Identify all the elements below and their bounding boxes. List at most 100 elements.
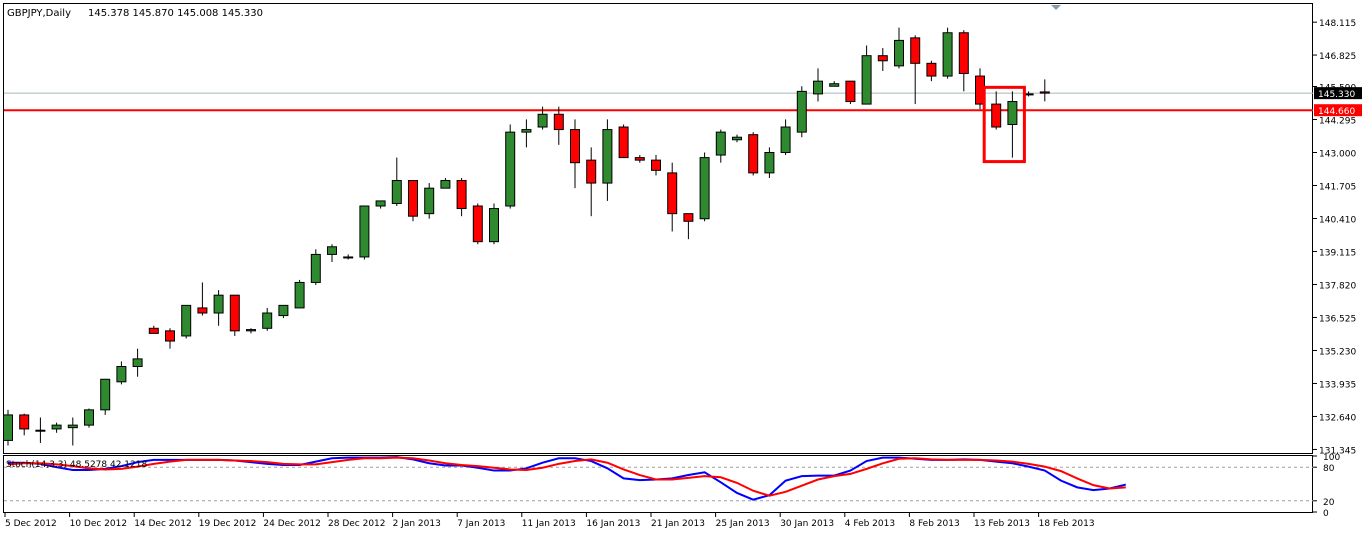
time-tick-label: 10 Dec 2012	[70, 519, 128, 529]
level-price-tag-label: 144.660	[1318, 107, 1355, 117]
bull-candle	[715, 131, 726, 156]
bear-candle	[19, 414, 30, 430]
bear-candle	[229, 294, 240, 332]
bull-candle	[796, 90, 807, 133]
price-tick-label: 135.230	[1319, 347, 1356, 357]
bear-candle	[1039, 91, 1050, 94]
time-tick-label: 14 Dec 2012	[134, 519, 192, 529]
bear-candle	[570, 129, 580, 164]
bear-candle	[618, 126, 629, 159]
bear-candle	[877, 55, 888, 62]
bear-candle	[472, 205, 483, 243]
bull-candle	[67, 424, 78, 429]
symbol-label: GBPJPY,Daily	[7, 8, 71, 19]
price-tick-label: 137.820	[1319, 281, 1356, 291]
time-tick-label: 30 Jan 2013	[780, 519, 834, 529]
bear-candle	[667, 172, 678, 215]
stoch-tick-label: 100	[1323, 453, 1340, 463]
bear-candle	[165, 330, 175, 342]
bull-candle	[1007, 101, 1018, 125]
bear-candle	[991, 103, 1002, 128]
bull-candle	[35, 429, 46, 432]
bull-candle	[246, 329, 256, 332]
price-tick-label: 136.525	[1319, 314, 1356, 324]
bull-candle	[343, 256, 354, 259]
time-tick-label: 7 Jan 2013	[457, 519, 505, 529]
price-tick-label: 143.000	[1319, 150, 1356, 160]
time-tick-label: 16 Jan 2013	[586, 519, 640, 529]
time-tick-label: 11 Jan 2013	[522, 519, 576, 529]
time-tick-label: 28 Dec 2012	[328, 519, 386, 529]
bull-candle	[521, 129, 532, 133]
bull-candle	[894, 39, 904, 67]
bull-candle	[440, 180, 451, 189]
ohlc-label: 145.378 145.870 145.008 145.330	[88, 8, 263, 19]
bull-candle	[116, 366, 127, 383]
bear-candle	[910, 37, 921, 64]
bear-candle	[748, 134, 759, 174]
bear-candle	[683, 213, 694, 222]
bull-candle	[489, 208, 499, 243]
shift-marker-icon[interactable]	[1051, 5, 1061, 10]
bull-candle	[294, 281, 305, 309]
price-tick-label: 146.825	[1319, 52, 1356, 62]
bull-candle	[813, 80, 823, 95]
time-tick-label: 24 Dec 2012	[263, 519, 321, 529]
bull-candle	[262, 312, 273, 329]
bear-candle	[926, 62, 937, 77]
bear-candle	[148, 327, 159, 334]
current-price-tag-label: 145.330	[1318, 90, 1355, 100]
bull-candle	[829, 83, 840, 87]
pattern-highlight-box	[982, 85, 1026, 164]
price-tick-label: 148.115	[1319, 19, 1356, 29]
time-tick-label: 19 Dec 2012	[199, 519, 256, 529]
stoch-tick-label: 20	[1323, 498, 1335, 508]
bull-candle	[537, 113, 548, 128]
price-axis: 148.115146.825145.590144.295143.000141.7…	[1313, 19, 1362, 456]
price-tick-label: 133.935	[1319, 380, 1356, 390]
time-tick-label: 13 Feb 2013	[974, 519, 1030, 529]
stoch-panel-frame	[3, 455, 1313, 513]
bull-candle	[391, 180, 402, 204]
bull-candle	[84, 409, 94, 426]
bull-candle	[100, 378, 111, 411]
price-tick-label: 139.115	[1319, 248, 1356, 258]
stoch-title: Stoch(14,3,3) 48.5278 42.1218	[6, 460, 147, 470]
bull-candle	[278, 304, 289, 317]
bear-candle	[586, 159, 597, 184]
bear-candle	[408, 180, 418, 217]
time-tick-label: 25 Jan 2013	[716, 519, 770, 529]
bull-candle	[213, 294, 224, 314]
bull-candle	[132, 358, 143, 368]
stoch-signal-line	[7, 456, 1126, 497]
time-tick-label: 2 Jan 2013	[393, 519, 441, 529]
bull-candle	[310, 253, 321, 283]
bull-candle	[51, 424, 62, 430]
bear-candle	[553, 113, 564, 131]
main-chart-frame	[3, 3, 1313, 454]
stochastic-layer	[4, 456, 1313, 502]
bear-candle	[845, 80, 856, 103]
price-tick-label: 132.640	[1319, 413, 1356, 423]
bull-candle	[732, 136, 742, 141]
time-tick-label: 8 Feb 2013	[909, 519, 959, 529]
bull-candle	[181, 304, 192, 337]
bull-candle	[505, 131, 516, 207]
time-tick-label: 18 Feb 2013	[1039, 519, 1095, 529]
bull-candle	[764, 152, 775, 174]
stoch-tick-label: 0	[1323, 509, 1329, 519]
price-tick-label: 140.410	[1319, 215, 1356, 225]
bull-candle	[327, 246, 337, 255]
time-tick-label: 5 Dec 2012	[5, 519, 57, 529]
price-tick-label: 144.295	[1319, 117, 1356, 127]
bull-candle	[602, 129, 613, 184]
time-axis: 5 Dec 2012 10 Dec 2012 14 Dec 2012 19 Dec 2…	[4, 513, 1095, 529]
bear-candle	[958, 32, 969, 75]
bear-candle	[197, 307, 208, 314]
stoch-tick-label: 80	[1323, 464, 1335, 474]
time-tick-label: 4 Feb 2013	[845, 519, 895, 529]
candles-layer	[3, 27, 1050, 446]
bull-candle	[359, 205, 370, 258]
